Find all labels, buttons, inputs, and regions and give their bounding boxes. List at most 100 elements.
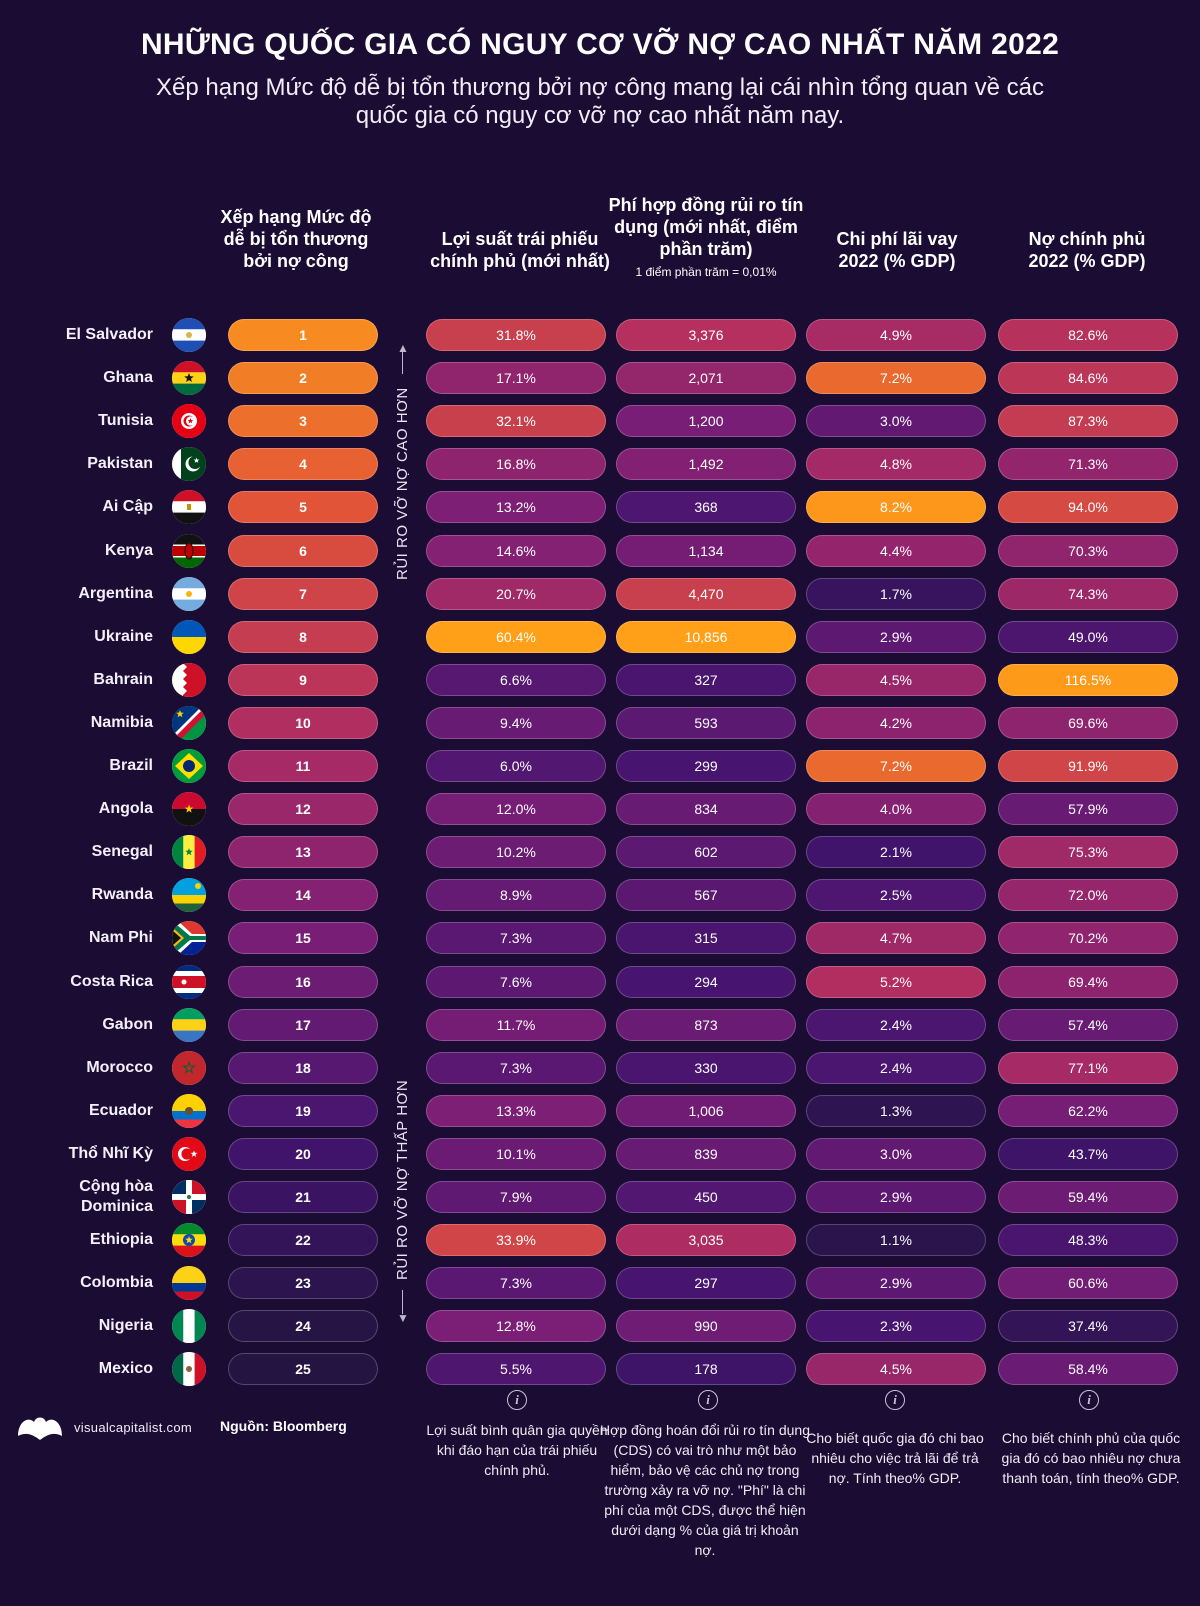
cds-cell: 1,006: [616, 1094, 796, 1127]
country-label: Cộng hòa Dominica: [79, 1178, 153, 1215]
rank-cell: 21: [228, 1181, 378, 1213]
country-label: Ecuador: [88, 1101, 153, 1119]
country-label: Kenya: [104, 541, 153, 559]
yield-cell: 31.8%: [426, 319, 606, 351]
debt-cell: 94.0%: [998, 491, 1178, 524]
interest-cell: 2.9%: [806, 620, 986, 653]
flag-senegal-icon: [172, 835, 206, 870]
header-interest: Chi phí lãi vay 2022 (% GDP): [822, 196, 972, 272]
yield-cell: 16.8%: [426, 448, 606, 481]
interest-cell: 2.9%: [806, 1181, 986, 1213]
yield-cell: 6.6%: [426, 663, 606, 696]
flag-colombia-icon: [172, 1266, 206, 1301]
yield-cell: 7.3%: [426, 922, 606, 955]
interest-cell: 5.2%: [806, 965, 986, 998]
country-label: Ethiopia: [89, 1231, 153, 1249]
interest-cell: 8.2%: [806, 491, 986, 524]
info-note-yield: Lợi suất bình quân gia quyền khi đáo hạn…: [426, 1422, 608, 1478]
header-interest-label: Chi phí lãi vay 2022 (% GDP): [836, 229, 958, 271]
interest-cell: 1.1%: [806, 1224, 986, 1257]
debt-cell: 37.4%: [998, 1310, 1178, 1343]
yield-cell: 9.4%: [426, 706, 606, 739]
cds-cell: 1,200: [616, 405, 796, 438]
up-arrow-line: [402, 350, 403, 374]
yield-cell: 14.6%: [426, 534, 606, 567]
interest-cell: 4.7%: [806, 922, 986, 955]
rank-cell: 3: [228, 405, 378, 438]
flag-tunisia-icon: [172, 404, 206, 439]
cds-cell: 567: [616, 879, 796, 912]
info-icon-cds: i: [698, 1390, 718, 1410]
flag-ukraine-icon: [172, 619, 206, 654]
header-rank: Xếp hạng Mức độ dễ bị tổn thương bởi nợ …: [212, 196, 380, 272]
flag-gabon-icon: [172, 1007, 206, 1042]
debt-cell: 60.6%: [998, 1267, 1178, 1300]
cds-cell: 297: [616, 1267, 796, 1300]
up-arrow-icon: ▲: [397, 341, 409, 355]
debt-cell: 43.7%: [998, 1137, 1178, 1170]
cds-cell: 873: [616, 1008, 796, 1041]
debt-cell: 70.2%: [998, 922, 1178, 955]
flag-mexico-icon: [172, 1352, 206, 1387]
yield-cell: 6.0%: [426, 750, 606, 782]
interest-cell: 4.8%: [806, 448, 986, 481]
rank-cell: 5: [228, 491, 378, 524]
rank-cell: 2: [228, 362, 378, 395]
rank-cell: 12: [228, 793, 378, 826]
footer-brand[interactable]: visualcapitalist.com: [74, 1420, 192, 1435]
flag-ethiopia-icon: [172, 1223, 206, 1258]
cds-cell: 450: [616, 1181, 796, 1213]
rank-cell: 8: [228, 620, 378, 653]
info-icon-debt: i: [1079, 1390, 1099, 1410]
cds-cell: 834: [616, 793, 796, 826]
cds-cell: 602: [616, 836, 796, 869]
rank-cell: 9: [228, 663, 378, 696]
interest-cell: 2.4%: [806, 1008, 986, 1041]
visualcapitalist-logo-icon: [18, 1417, 62, 1440]
interest-cell: 1.3%: [806, 1094, 986, 1127]
cds-cell: 990: [616, 1310, 796, 1343]
cds-cell: 1,492: [616, 448, 796, 481]
interest-cell: 4.5%: [806, 1353, 986, 1386]
debt-cell: 77.1%: [998, 1051, 1178, 1084]
info-icon-yield: i: [507, 1390, 527, 1410]
yield-cell: 7.3%: [426, 1267, 606, 1300]
yield-cell: 20.7%: [426, 577, 606, 610]
country-label: Brazil: [109, 757, 153, 774]
rank-cell: 16: [228, 965, 378, 998]
flag-egypt-icon: [172, 490, 206, 525]
header-cds-label: Phí hợp đồng rủi ro tín dụng (mới nhất, …: [608, 195, 804, 259]
flag-dominican-republic-icon: [172, 1180, 206, 1214]
yield-cell: 5.5%: [426, 1353, 606, 1386]
country-label: Colombia: [80, 1274, 153, 1292]
debt-cell: 49.0%: [998, 620, 1178, 653]
flag-rwanda-icon: [172, 878, 206, 913]
country-label: El Salvador: [65, 326, 153, 343]
yield-cell: 11.7%: [426, 1008, 606, 1041]
interest-cell: 3.0%: [806, 405, 986, 438]
interest-cell: 4.2%: [806, 706, 986, 739]
country-label: Thổ Nhĩ Kỳ: [68, 1144, 153, 1162]
rank-cell: 6: [228, 534, 378, 567]
debt-cell: 48.3%: [998, 1224, 1178, 1257]
interest-cell: 3.0%: [806, 1137, 986, 1170]
yield-cell: 7.6%: [426, 965, 606, 998]
interest-cell: 7.2%: [806, 362, 986, 395]
header-cds: Phí hợp đồng rủi ro tín dụng (mới nhất, …: [608, 160, 804, 280]
flag-argentina-icon: [172, 576, 206, 611]
header-cds-note: 1 điểm phần trăm = 0,01%: [635, 265, 777, 279]
rank-cell: 22: [228, 1224, 378, 1257]
cds-cell: 4,470: [616, 577, 796, 610]
country-label: Gabon: [102, 1015, 153, 1033]
cds-cell: 294: [616, 965, 796, 998]
interest-cell: 2.9%: [806, 1267, 986, 1300]
cds-cell: 327: [616, 663, 796, 696]
rank-cell: 7: [228, 577, 378, 610]
cds-cell: 839: [616, 1137, 796, 1170]
debt-cell: 59.4%: [998, 1181, 1178, 1213]
interest-cell: 4.4%: [806, 534, 986, 567]
country-label: Namibia: [90, 713, 153, 731]
country-label: Morocco: [86, 1058, 153, 1076]
interest-cell: 2.1%: [806, 836, 986, 869]
yield-cell: 8.9%: [426, 879, 606, 912]
